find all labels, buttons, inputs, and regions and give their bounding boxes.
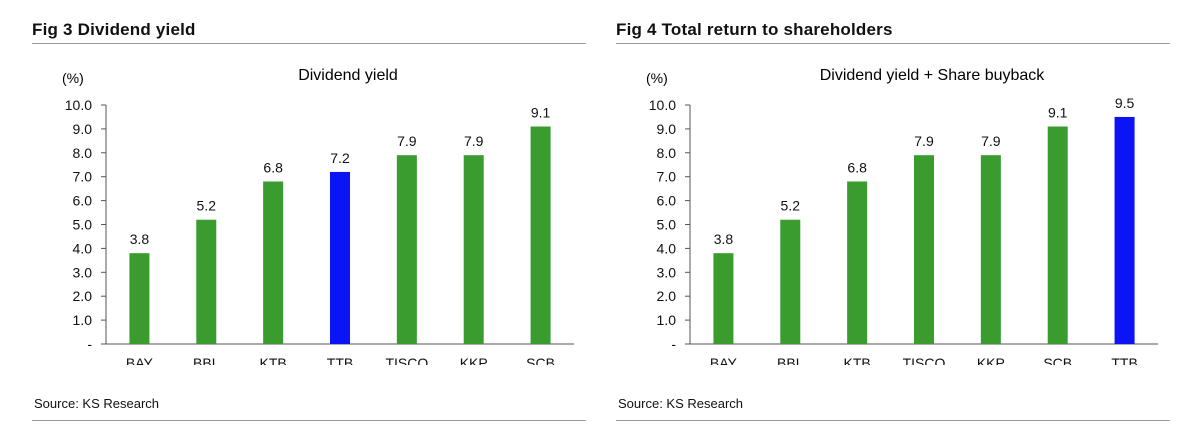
title-divider [616,43,1170,44]
y-tick-label: 7.0 [73,169,93,185]
bar-bay [713,253,734,344]
data-label-ktb: 6.8 [847,159,867,175]
title-divider [32,43,586,44]
y-tick-label: 3.0 [73,264,93,280]
y-tick-label: 5.0 [657,217,677,233]
x-tick-label: BAY [710,355,738,365]
y-tick-label: 10.0 [65,97,92,113]
data-label-scb: 9.1 [531,105,551,121]
y-tick-label: 4.0 [73,240,93,256]
bar-bbl [780,219,801,344]
y-tick-label: 9.0 [657,121,677,137]
figure-4-panel: Fig 4 Total return to shareholders (%) D… [602,0,1182,432]
y-axis-unit-label: (%) [646,70,668,86]
x-tick-label: BAY [126,355,154,365]
chart-title: Dividend yield [298,67,398,84]
y-tick-label: 1.0 [657,312,677,328]
y-tick-label: 2.0 [657,288,677,304]
x-tick-label: BBL [193,355,220,365]
data-label-bay: 3.8 [714,231,734,247]
y-tick-label: 8.0 [657,145,677,161]
x-tick-label: KTB [844,355,871,365]
figure-title: Fig 4 Total return to shareholders [616,20,893,39]
y-tick-label: 1.0 [73,312,93,328]
data-label-kkp: 7.9 [464,133,484,149]
bar-kkp [980,155,1001,344]
bar-scb [1047,126,1068,344]
x-tick-label: KTB [260,355,287,365]
bottom-divider [32,420,586,421]
y-tick-label: 3.0 [657,264,677,280]
x-tick-label: TISCO [385,355,428,365]
y-tick-label: - [87,336,92,352]
y-tick-label: 6.0 [73,193,93,209]
bar-tisco [914,155,934,344]
bar-ttb [1114,116,1135,344]
y-tick-label: 2.0 [73,288,93,304]
data-label-scb: 9.1 [1048,105,1068,121]
source-note: Source: KS Research [34,396,160,411]
y-tick-label: - [671,336,676,352]
x-tick-label: BBL [777,355,804,365]
y-tick-label: 9.0 [73,121,93,137]
data-label-kkp: 7.9 [981,133,1001,149]
y-tick-label: 6.0 [657,193,677,209]
data-label-bbl: 5.2 [781,198,801,214]
bar-scb [530,126,551,344]
bar-kkp [463,155,484,344]
x-tick-label: KKP [460,355,488,365]
bottom-divider [616,420,1170,421]
y-axis-unit-label: (%) [62,70,84,86]
total-return-chart: (%) Dividend yield + Share buyback - 1.0 2… [646,67,1158,365]
y-tick-label: 4.0 [657,240,677,256]
x-tick-label: TISCO [903,355,946,365]
x-tick-label: SCB [1043,355,1072,365]
figure-title: Fig 3 Dividend yield [32,20,196,39]
source-note: Source: KS Research [618,396,744,411]
data-label-bay: 3.8 [130,231,150,247]
x-tick-label: KKP [977,355,1005,365]
x-tick-label: TTB [327,355,353,365]
x-tick-label: SCB [526,355,555,365]
bar-ktb [263,181,284,344]
y-tick-label: 8.0 [73,145,93,161]
bar-ktb [847,181,868,344]
data-label-ktb: 6.8 [263,159,283,175]
data-label-tisco: 7.9 [914,133,934,149]
data-label-ttb: 9.5 [1115,95,1135,111]
y-tick-label: 5.0 [73,217,93,233]
data-label-bbl: 5.2 [197,198,217,214]
bar-ttb [330,171,350,344]
y-tick-label: 7.0 [657,169,677,185]
bar-tisco [396,155,417,344]
dividend-yield-chart: (%) Dividend yield - 1.0 2.0 3.0 4.0 5.0 6.0 7.… [62,67,574,365]
data-label-tisco: 7.9 [397,133,417,149]
x-tick-label: TTB [1111,355,1137,365]
figure-3-panel: Fig 3 Dividend yield (%) Dividend yield … [18,0,598,432]
chart-title: Dividend yield + Share buyback [820,67,1046,84]
bar-bay [129,253,150,344]
bar-bbl [196,219,217,344]
data-label-ttb: 7.2 [330,150,350,166]
y-tick-label: 10.0 [649,97,676,113]
